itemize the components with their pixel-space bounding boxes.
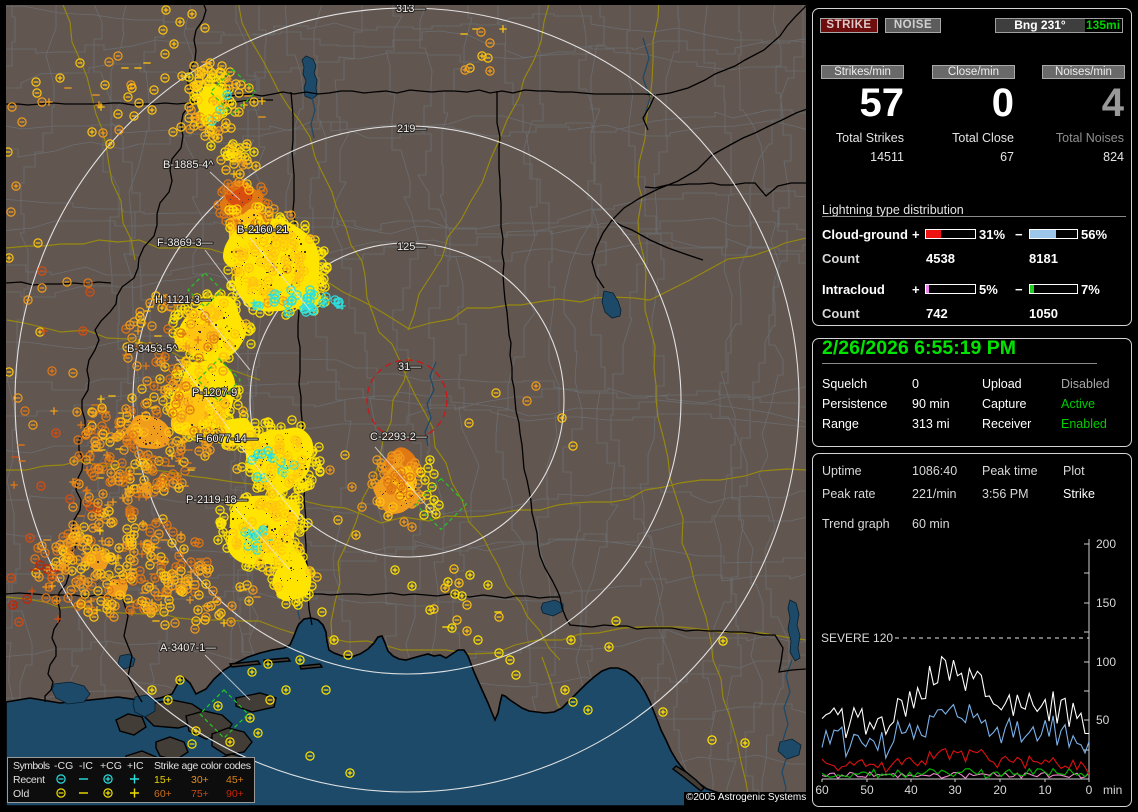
svg-text:20: 20 — [993, 783, 1007, 797]
svg-text:219—: 219— — [397, 123, 426, 135]
svg-text:313—: 313— — [396, 5, 425, 15]
svg-text:30+: 30+ — [191, 774, 209, 786]
svg-text:50: 50 — [860, 783, 874, 797]
svg-text:31—: 31— — [398, 361, 421, 373]
svg-text:A-3407-1—: A-3407-1— — [160, 642, 216, 654]
svg-text:H-1121-3—: H-1121-3— — [155, 294, 211, 306]
svg-text:Recent: Recent — [13, 774, 45, 786]
svg-text:B-3453-5^: B-3453-5^ — [127, 343, 178, 355]
svg-text:P-2119-18—: P-2119-18— — [186, 494, 248, 506]
svg-text:Old: Old — [13, 788, 30, 800]
svg-text:C-2293-2—: C-2293-2— — [370, 431, 427, 443]
svg-text:150: 150 — [1096, 596, 1116, 610]
svg-text:B-2160-21: B-2160-21 — [237, 224, 288, 236]
svg-text:+IC: +IC — [127, 760, 144, 772]
svg-text:Strike age color codes: Strike age color codes — [154, 760, 251, 772]
svg-text:30: 30 — [948, 783, 962, 797]
svg-text:-CG: -CG — [54, 760, 73, 772]
svg-text:-IC: -IC — [79, 760, 93, 772]
svg-text:SEVERE 120: SEVERE 120 — [821, 631, 893, 645]
svg-text:Symbols: Symbols — [13, 760, 50, 772]
svg-text:200: 200 — [1096, 537, 1116, 551]
svg-text:B-1885-4^: B-1885-4^ — [163, 159, 214, 171]
svg-text:+CG: +CG — [100, 760, 122, 772]
svg-text:10: 10 — [1038, 783, 1052, 797]
svg-text:100: 100 — [1096, 655, 1116, 669]
svg-text:45+: 45+ — [226, 774, 244, 786]
svg-text:F-6077-14—: F-6077-14— — [196, 433, 258, 445]
svg-text:125—: 125— — [397, 241, 426, 253]
svg-text:75+: 75+ — [191, 788, 209, 800]
svg-text:40: 40 — [904, 783, 918, 797]
svg-text:15+: 15+ — [154, 774, 172, 786]
svg-text:50: 50 — [1096, 713, 1110, 727]
svg-text:min: min — [1103, 783, 1122, 797]
svg-text:F-3869-3—: F-3869-3— — [157, 237, 213, 249]
svg-text:60: 60 — [815, 783, 829, 797]
svg-text:P-1207-9: P-1207-9 — [192, 387, 237, 399]
svg-text:0: 0 — [1086, 783, 1093, 797]
svg-text:90+: 90+ — [226, 788, 244, 800]
svg-text:60+: 60+ — [154, 788, 172, 800]
